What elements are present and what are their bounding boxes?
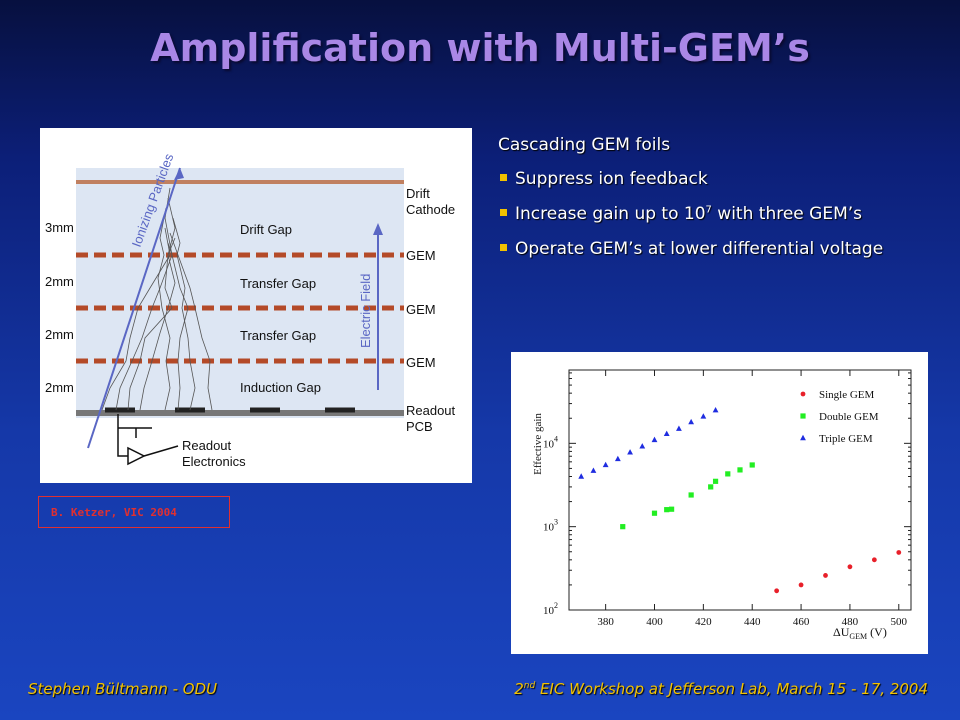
x-tick-label: 440 [744, 616, 761, 628]
double-gem-point [725, 471, 731, 477]
double-gem-point [620, 524, 626, 530]
y-tick-label: 103 [543, 518, 558, 534]
cathode-label: Cathode [406, 202, 455, 217]
plot-area [568, 369, 912, 611]
legend-marker [800, 434, 806, 441]
footer-event: 2nd EIC Workshop at Jefferson Lab, March… [514, 680, 928, 698]
bullet-icon [500, 174, 507, 181]
electron-avalanche [101, 187, 213, 411]
double-gem-point [664, 507, 670, 513]
triple-gem-point [676, 425, 682, 431]
single-gem-point [823, 573, 828, 578]
triple-gem-point [639, 443, 646, 449]
x-tick-label: 460 [793, 616, 810, 628]
triple-gem-point [602, 461, 609, 468]
gain-scatter-chart: 380 400 420 440 460 480 500 102 103 104 Single GE… [532, 369, 912, 641]
electric-field-label: Electric Field [358, 274, 373, 348]
triple-gem-point [627, 449, 633, 455]
single-gem-point [871, 557, 877, 563]
x-axis-label: ΔUGEM (V) [833, 625, 887, 641]
gain-plot: 380 400 420 440 460 480 500 102 103 104 Single GE… [511, 352, 928, 654]
gap-label: Drift Gap [240, 222, 292, 237]
triple-gem-point [590, 467, 597, 473]
double-gem-point [669, 506, 675, 512]
double-gem-point [688, 492, 694, 498]
double-gem-point [737, 467, 743, 473]
dim-label: 3mm [45, 220, 74, 235]
gap-label: Transfer Gap [240, 328, 316, 343]
bullet-item: Operate GEM’s at lower differential volt… [498, 239, 883, 259]
x-tick-label: 480 [842, 616, 859, 628]
dim-label: 2mm [45, 327, 74, 342]
double-gem-point [712, 478, 719, 484]
y-tick-label: 104 [543, 434, 558, 450]
single-gem-point [896, 550, 902, 555]
diagram-svg: Ionizing Particles Electric Field 3mm 2m… [45, 151, 456, 469]
triple-gem-point [700, 413, 707, 419]
triple-gem-point [712, 406, 719, 413]
triple-gem-point [663, 430, 670, 437]
dim-label: 2mm [45, 380, 74, 395]
electronics-label: Readout [182, 438, 232, 453]
bullet-list: Cascading GEM foils Suppress ion feedbac… [498, 135, 883, 274]
gem-label: GEM [406, 302, 436, 317]
readout-electronics-symbol [117, 414, 179, 466]
bullet-icon [500, 244, 507, 251]
legend-label: Double GEM [819, 411, 879, 423]
y-tick-label: 102 [543, 601, 558, 617]
bullet-icon [500, 209, 507, 216]
triple-gem-point [578, 473, 585, 479]
single-gem-point [847, 564, 853, 570]
detector-volume [76, 168, 404, 418]
x-tick-label: 400 [646, 616, 663, 628]
triple-gem-point [688, 418, 695, 425]
gap-label: Induction Gap [240, 380, 321, 395]
pcb-label: PCB [406, 419, 433, 434]
legend-marker [800, 391, 806, 397]
x-tick-label: 380 [597, 616, 614, 628]
footer-author: Stephen Bültmann - ODU [28, 680, 218, 698]
single-gem-point [798, 582, 804, 588]
legend-label: Single GEM [819, 389, 875, 401]
bullet-item: Increase gain up to 107 with three GEM’s [498, 204, 883, 224]
particle-track [87, 167, 181, 449]
double-gem-point [651, 510, 658, 516]
drift-label: Drift [406, 186, 430, 201]
legend-label: Triple GEM [819, 433, 873, 445]
triple-gem-point [651, 436, 658, 443]
slide-title: Amplification with Multi-GEM’s [150, 26, 810, 70]
dim-label: 2mm [45, 274, 74, 289]
readout-label: Readout [406, 403, 456, 418]
image-credit: B. Ketzer, VIC 2004 [38, 496, 230, 528]
single-gem-point [774, 588, 780, 594]
bullet-heading: Cascading GEM foils [498, 135, 671, 155]
gap-label: Transfer Gap [240, 276, 316, 291]
electronics-label: Electronics [182, 454, 246, 469]
x-tick-label: 420 [695, 616, 712, 628]
double-gem-point [708, 484, 714, 490]
double-gem-point [749, 462, 755, 468]
legend-marker [800, 413, 806, 419]
bullet-item: Suppress ion feedback [498, 169, 883, 189]
y-axis-label: Effective gain [532, 413, 544, 475]
gem-label: GEM [406, 355, 436, 370]
triple-gem-point [614, 455, 621, 462]
triple-gem-diagram: Ionizing Particles Electric Field 3mm 2m… [40, 128, 472, 483]
gem-label: GEM [406, 248, 436, 263]
x-tick-label: 500 [891, 616, 908, 628]
